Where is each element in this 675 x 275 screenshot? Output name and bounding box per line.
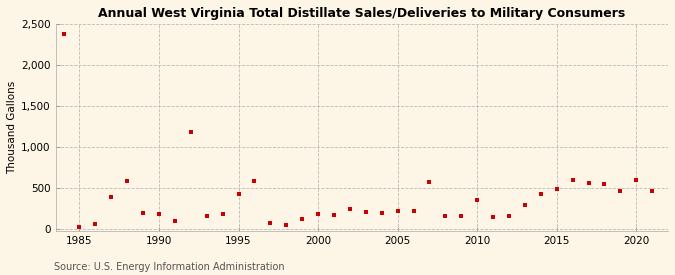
Point — [520, 202, 531, 207]
Point — [329, 213, 340, 218]
Point — [487, 215, 498, 219]
Title: Annual West Virginia Total Distillate Sales/Deliveries to Military Consumers: Annual West Virginia Total Distillate Sa… — [98, 7, 626, 20]
Point — [440, 214, 451, 219]
Point — [360, 210, 371, 214]
Point — [249, 179, 260, 183]
Y-axis label: Thousand Gallons: Thousand Gallons — [7, 81, 17, 174]
Point — [344, 207, 355, 211]
Text: Source: U.S. Energy Information Administration: Source: U.S. Energy Information Administ… — [54, 262, 285, 272]
Point — [567, 177, 578, 182]
Point — [647, 189, 657, 193]
Point — [169, 219, 180, 224]
Point — [392, 209, 403, 213]
Point — [313, 212, 323, 217]
Point — [281, 222, 292, 227]
Point — [154, 211, 165, 216]
Point — [424, 179, 435, 184]
Point — [233, 191, 244, 196]
Point — [217, 211, 228, 216]
Point — [297, 217, 308, 221]
Point — [74, 225, 85, 229]
Point — [615, 189, 626, 193]
Point — [504, 214, 514, 218]
Point — [201, 213, 212, 218]
Point — [472, 198, 483, 203]
Point — [376, 211, 387, 215]
Point — [408, 209, 419, 213]
Point — [535, 191, 546, 196]
Point — [106, 195, 117, 199]
Point — [456, 213, 466, 218]
Point — [90, 222, 101, 226]
Point — [551, 187, 562, 192]
Point — [122, 179, 132, 183]
Point — [583, 181, 594, 185]
Point — [631, 177, 642, 182]
Point — [186, 130, 196, 134]
Point — [265, 221, 276, 225]
Point — [138, 211, 148, 215]
Point — [599, 182, 610, 187]
Point — [58, 32, 69, 36]
